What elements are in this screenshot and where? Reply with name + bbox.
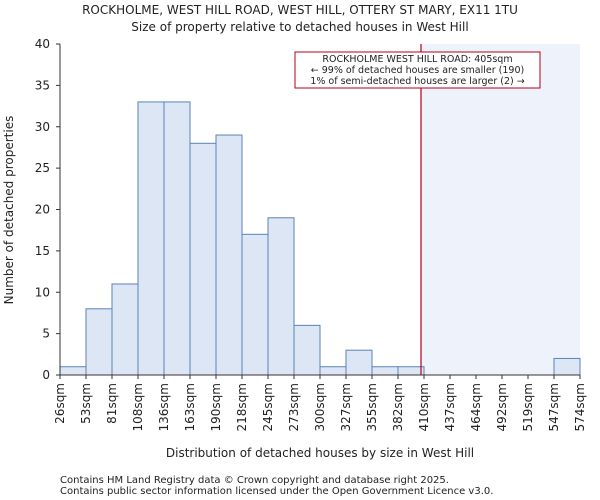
histogram-bar	[111, 283, 139, 376]
x-tick-label: 519sqm	[521, 383, 535, 431]
x-tick-label: 355sqm	[365, 383, 379, 431]
annotation-box	[294, 51, 541, 89]
y-tick-label: 5	[42, 327, 50, 341]
chart-title: ROCKHOLME, WEST HILL ROAD, WEST HILL, OT…	[82, 3, 518, 17]
y-tick-label: 15	[35, 244, 50, 258]
histogram-bar	[189, 142, 217, 376]
histogram-bar	[241, 233, 269, 376]
histogram-bar	[267, 217, 295, 376]
x-tick-label: 547sqm	[547, 383, 561, 431]
y-tick-label: 20	[35, 203, 50, 217]
chart-subtitle: Size of property relative to detached ho…	[131, 20, 468, 34]
histogram-bar	[163, 101, 191, 376]
histogram-bar	[215, 134, 243, 376]
annotation-line: ROCKHOLME WEST HILL ROAD: 405sqm	[322, 54, 512, 65]
y-tick-label: 35	[35, 78, 50, 92]
y-tick-label: 10	[35, 285, 50, 299]
histogram-bar	[371, 366, 399, 376]
annotation-line: 1% of semi-detached houses are larger (2…	[310, 76, 524, 87]
histogram-bar	[293, 324, 321, 376]
x-tick-label: 574sqm	[573, 383, 587, 431]
x-tick-label: 53sqm	[79, 383, 93, 424]
x-tick-label: 81sqm	[105, 383, 119, 424]
highlight-region	[421, 44, 580, 375]
x-tick-label: 327sqm	[339, 383, 353, 431]
x-tick-label: 273sqm	[287, 383, 301, 431]
x-tick-label: 26sqm	[53, 383, 67, 424]
histogram-bar	[137, 101, 165, 376]
x-tick-label: 218sqm	[235, 383, 249, 431]
x-tick-label: 163sqm	[183, 383, 197, 431]
x-axis-label: Distribution of detached houses by size …	[166, 446, 474, 460]
y-tick-label: 25	[35, 161, 50, 175]
y-axis-label: Number of detached properties	[2, 116, 16, 305]
x-tick-label: 300sqm	[313, 383, 327, 431]
footer-line-1: Contains HM Land Registry data © Crown c…	[60, 475, 449, 486]
histogram-bar	[553, 357, 581, 376]
x-tick-label: 464sqm	[469, 383, 483, 431]
histogram-bar	[345, 349, 373, 376]
x-tick-label: 190sqm	[209, 383, 223, 431]
x-tick-label: 108sqm	[131, 383, 145, 431]
y-tick-label: 0	[42, 368, 50, 382]
annotation-line: ← 99% of detached houses are smaller (19…	[311, 65, 524, 76]
x-tick-label: 136sqm	[157, 383, 171, 431]
histogram-bar	[59, 366, 87, 376]
histogram-bar	[397, 366, 425, 376]
y-tick-label: 30	[35, 120, 50, 134]
histogram-bar	[85, 308, 113, 376]
x-tick-label: 437sqm	[443, 383, 457, 431]
x-tick-label: 410sqm	[417, 383, 431, 431]
y-tick-label: 40	[35, 37, 50, 51]
histogram-bar	[319, 366, 347, 376]
x-tick-label: 245sqm	[261, 383, 275, 431]
x-tick-label: 492sqm	[495, 383, 509, 431]
x-tick-label: 382sqm	[391, 383, 405, 431]
footer-line-2: Contains public sector information licen…	[60, 486, 493, 497]
